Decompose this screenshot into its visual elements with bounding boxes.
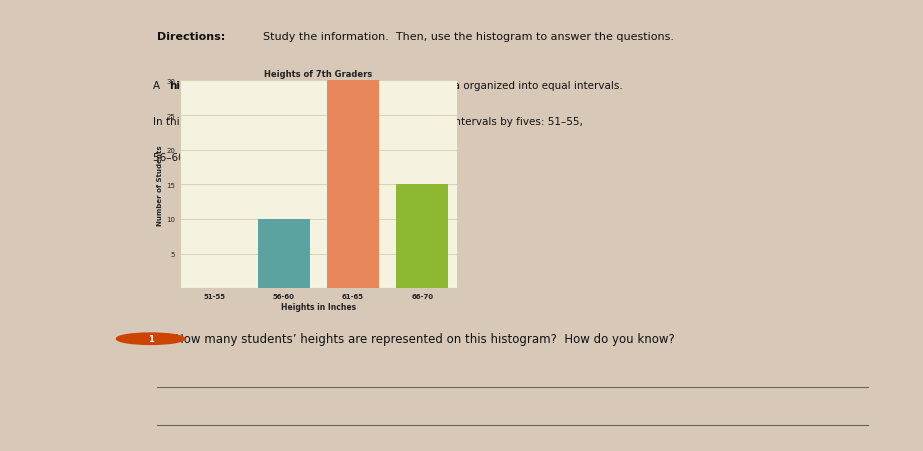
- Text: How many students’ heights are represented on this histogram?  How do you know?: How many students’ heights are represent…: [175, 332, 676, 345]
- Text: Study the information.  Then, use the histogram to answer the questions.: Study the information. Then, use the his…: [263, 32, 674, 41]
- Bar: [327, 81, 379, 289]
- Text: histogram: histogram: [169, 80, 230, 91]
- Circle shape: [116, 333, 185, 345]
- Text: In this histogram, the number of students is divided into intervals by fives: 51: In this histogram, the number of student…: [153, 116, 583, 126]
- X-axis label: Heights in Inches: Heights in Inches: [281, 302, 356, 311]
- Title: Heights of 7th Graders: Heights of 7th Graders: [264, 70, 373, 79]
- Bar: [396, 185, 449, 289]
- Bar: [258, 220, 310, 289]
- Text: is a type of bar graph that displays data organized into equal intervals.: is a type of bar graph that displays dat…: [246, 80, 623, 91]
- Text: Directions:: Directions:: [157, 32, 229, 41]
- Y-axis label: Number of Students: Number of Students: [157, 145, 163, 225]
- Text: 56–60, etc.: 56–60, etc.: [153, 152, 211, 162]
- Text: A: A: [153, 80, 163, 91]
- Text: 1: 1: [148, 335, 153, 344]
